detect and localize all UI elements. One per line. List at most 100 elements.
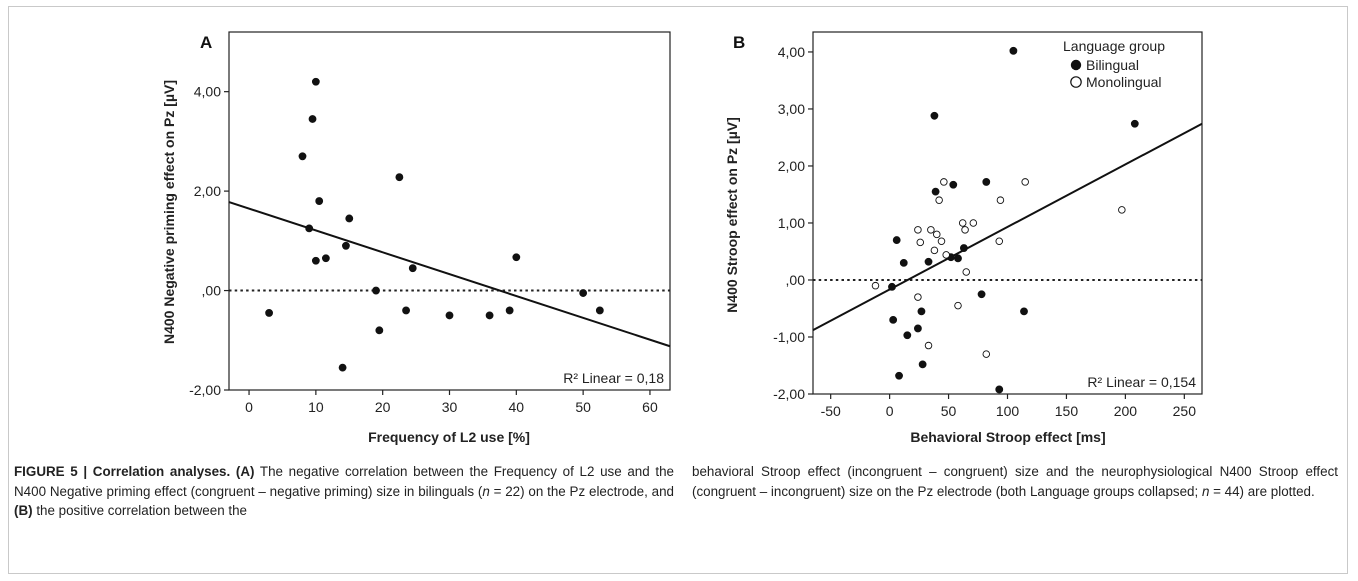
panel-b-letter: B — [733, 33, 745, 52]
panel-a-point-bilingual — [408, 264, 417, 273]
panel-b-point-monolingual — [914, 226, 922, 234]
panel-b-point-monolingual — [1021, 178, 1029, 186]
panel-b-x-tick-label: 100 — [996, 403, 1020, 419]
panel-a-y-tick-label: ,00 — [202, 283, 222, 299]
panel-a-x-axis-title: Frequency of L2 use [%] — [368, 429, 530, 445]
panel-a-y-tick-label: -2,00 — [189, 382, 221, 398]
panel-b-point-bilingual — [899, 258, 908, 267]
panel-a-plot-frame — [228, 31, 671, 391]
panel-a-x-tick-label: 50 — [575, 399, 591, 415]
panel-b-x-tick-label: 200 — [1114, 403, 1138, 419]
panel-a-point-bilingual — [512, 253, 521, 262]
panel-a-point-bilingual — [485, 311, 494, 320]
panel-a-point-bilingual — [308, 115, 317, 123]
panel-b-point-monolingual — [962, 268, 970, 276]
panel-b-point-bilingual — [1020, 307, 1028, 316]
panel-b-point-bilingual — [954, 254, 962, 263]
panel-b-legend: Language group Bilingual Monolingual — [1063, 38, 1165, 90]
caption-left-column: FIGURE 5 | Correlation analyses. (A) The… — [14, 462, 674, 521]
panel-a-point-bilingual — [345, 214, 354, 223]
panel-b-x-axis-title: Behavioral Stroop effect [ms] — [910, 429, 1105, 445]
panel-b-point-monolingual — [942, 251, 950, 259]
caption-figure-label: FIGURE 5 | Correlation analyses. — [14, 464, 231, 479]
panel-a-point-bilingual — [265, 309, 273, 317]
caption-right-n: = 44) are plotted. — [1209, 483, 1315, 499]
panel-b-point-bilingual — [930, 111, 939, 120]
panel-b-y-tick-label: 4,00 — [778, 44, 805, 60]
panel-a-x-tick-label: 10 — [308, 399, 324, 415]
panel-a-point-bilingual — [311, 77, 320, 86]
panel-b-point-bilingual — [889, 315, 898, 324]
panel-a-x-tick-label: 60 — [642, 399, 658, 415]
panel-a-point-bilingual — [315, 197, 324, 205]
caption-right-text: behavioral Stroop effect (incongruent – … — [692, 464, 1338, 499]
panel-a-x-tick-label: 20 — [375, 399, 391, 415]
panel-b-point-monolingual — [930, 246, 939, 255]
panel-a-point-bilingual — [321, 254, 330, 263]
panel-b-point-monolingual — [995, 237, 1003, 245]
panel-b-point-bilingual — [977, 290, 986, 299]
panel-b-r2-label: R² Linear = 0,154 — [1087, 374, 1196, 390]
panel-a-r2-label: R² Linear = 0,18 — [563, 370, 664, 386]
panel-a-point-bilingual — [305, 224, 314, 233]
caption-n-symbol: n — [482, 483, 490, 499]
panel-b-point-monolingual — [933, 230, 941, 239]
panel-b-point-monolingual — [937, 237, 946, 245]
panel-b-point-monolingual — [954, 301, 962, 310]
panel-b-point-bilingual — [918, 360, 927, 369]
panel-a-point-bilingual — [372, 286, 380, 295]
caption-right-column: behavioral Stroop effect (incongruent – … — [692, 462, 1338, 501]
panel-b-point-monolingual — [982, 350, 991, 358]
panel-b-point-monolingual — [927, 226, 935, 234]
caption-b-text: the positive correlation between the — [32, 503, 247, 519]
panel-b-point-monolingual — [969, 219, 978, 227]
panel-b-point-monolingual — [1118, 206, 1126, 214]
panel-a-y-axis-title: N400 Negative priming effect on Pz [µV] — [161, 80, 177, 344]
panel-b-point-bilingual — [895, 371, 903, 380]
caption-b-marker: (B) — [14, 503, 33, 519]
panel-a-point-bilingual — [311, 256, 320, 265]
panel-b-point-monolingual — [914, 293, 922, 301]
panel-b-point-monolingual — [940, 178, 948, 186]
panel-b-y-tick-label: -1,00 — [773, 329, 805, 345]
panel-a-letter: A — [200, 33, 212, 52]
panel-a-point-bilingual — [342, 241, 350, 250]
panel-a: A -2,00 ,00 2,00 4,00 0 10 20 30 40 50 60 R² Line… — [161, 31, 671, 445]
panel-a-x-tick-label: 0 — [245, 399, 253, 415]
caption-n-symbol-2: n — [1201, 483, 1210, 499]
panel-a-y-tick-label: 4,00 — [194, 84, 221, 100]
panel-b-point-bilingual — [949, 180, 958, 189]
panel-a-point-bilingual — [505, 306, 514, 315]
panel-b-x-tick-label: 50 — [941, 403, 957, 419]
panel-b-y-tick-label: -2,00 — [773, 386, 805, 402]
panel-b-point-bilingual — [924, 257, 933, 266]
panel-b-point-bilingual — [982, 178, 991, 186]
panel-a-fit-line — [228, 201, 671, 348]
panel-b-point-monolingual — [996, 196, 1005, 204]
figure-plots: A -2,00 ,00 2,00 4,00 0 10 20 30 40 50 60 R² Line… — [161, 31, 1203, 445]
panel-a-point-bilingual — [595, 306, 604, 315]
panel-b-point-monolingual — [961, 226, 969, 234]
panel-b-point-monolingual — [924, 341, 933, 350]
panel-b-point-monolingual — [958, 219, 967, 227]
panel-b-x-tick-label: 0 — [886, 403, 894, 419]
panel-a-point-bilingual — [395, 173, 404, 182]
panel-b-point-bilingual — [888, 282, 896, 291]
panel-a-point-bilingual — [402, 306, 410, 315]
figure-frame — [8, 6, 1348, 574]
panel-b-point-bilingual — [917, 307, 926, 316]
panel-b-point-bilingual — [1130, 119, 1139, 128]
legend-monolingual-label: Monolingual — [1086, 74, 1162, 90]
panel-b-point-bilingual — [892, 236, 901, 244]
panel-b-x-tick-label: 150 — [1055, 403, 1079, 419]
panel-a-x-tick-label: 30 — [442, 399, 458, 415]
panel-b-point-monolingual — [916, 238, 925, 247]
panel-a-point-bilingual — [375, 326, 384, 335]
panel-b-x-tick-label: -50 — [821, 403, 841, 419]
panel-b-point-bilingual — [931, 187, 940, 196]
panel-b-y-tick-label: 3,00 — [778, 101, 805, 117]
panel-b: B -2,00 -1,00 ,00 1,00 2,00 3,00 4,00 -50 0 50 10… — [724, 31, 1203, 445]
panel-b-point-bilingual — [1009, 46, 1018, 55]
caption-a-n: = 22) on the Pz electrode, and — [489, 483, 674, 499]
panel-a-point-bilingual — [445, 311, 454, 320]
